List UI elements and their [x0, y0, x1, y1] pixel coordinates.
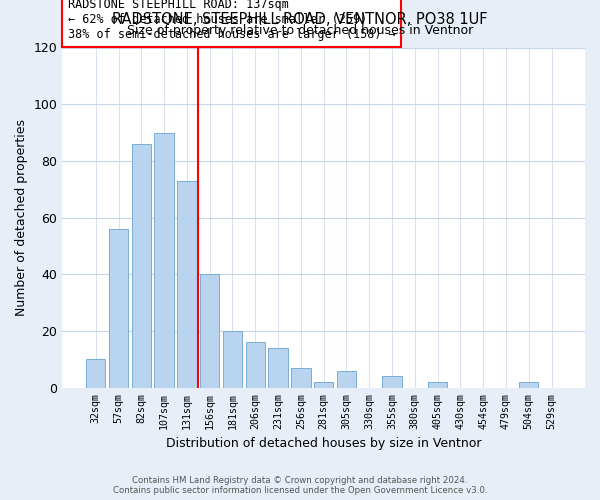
Bar	[109, 229, 128, 388]
Bar	[268, 348, 288, 388]
Bar	[154, 132, 174, 388]
Text: RADSTONE, STEEPHILL ROAD, VENTNOR, PO38 1UF: RADSTONE, STEEPHILL ROAD, VENTNOR, PO38 …	[112, 12, 488, 28]
Bar	[86, 360, 106, 388]
Bar	[200, 274, 220, 388]
Bar	[245, 342, 265, 388]
Text: Size of property relative to detached houses in Ventnor: Size of property relative to detached ho…	[127, 24, 473, 37]
Text: Contains HM Land Registry data © Crown copyright and database right 2024.
Contai: Contains HM Land Registry data © Crown c…	[113, 476, 487, 495]
Bar	[382, 376, 402, 388]
Bar	[428, 382, 447, 388]
Bar	[314, 382, 334, 388]
X-axis label: Distribution of detached houses by size in Ventnor: Distribution of detached houses by size …	[166, 437, 481, 450]
Bar	[291, 368, 311, 388]
Bar	[177, 181, 197, 388]
Text: RADSTONE STEEPHILL ROAD: 137sqm
← 62% of detached houses are smaller (259)
38% o: RADSTONE STEEPHILL ROAD: 137sqm ← 62% of…	[68, 0, 395, 40]
Y-axis label: Number of detached properties: Number of detached properties	[15, 119, 28, 316]
Bar	[131, 144, 151, 388]
Bar	[223, 331, 242, 388]
Bar	[337, 371, 356, 388]
Bar	[519, 382, 538, 388]
